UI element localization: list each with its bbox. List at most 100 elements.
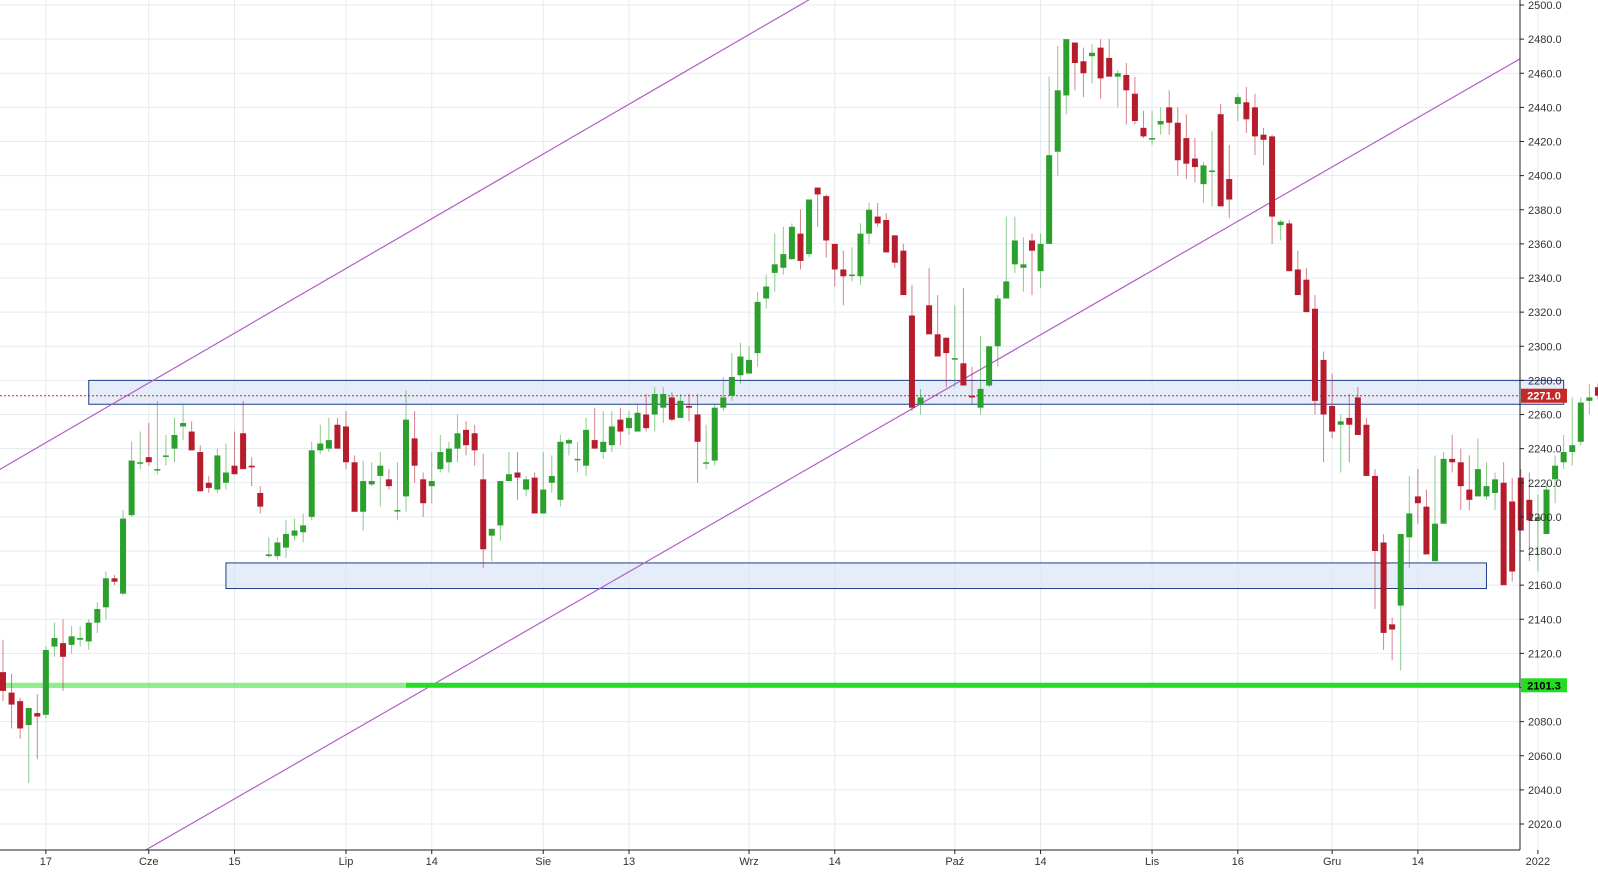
y-tick-label: 2200.0 bbox=[1528, 512, 1562, 524]
candle-body bbox=[1320, 359, 1327, 415]
trendline[interactable] bbox=[132, 24, 1581, 858]
candle-body bbox=[1569, 445, 1576, 453]
candle-up bbox=[180, 404, 187, 441]
candle-up bbox=[540, 452, 547, 514]
y-tick-label: 2040.0 bbox=[1528, 785, 1562, 797]
candle-body bbox=[1500, 482, 1507, 586]
candle-body bbox=[1166, 107, 1173, 123]
candle-body bbox=[686, 405, 692, 408]
y-tick-label: 2400.0 bbox=[1528, 171, 1562, 183]
candle-body bbox=[754, 301, 761, 354]
candle-body bbox=[848, 274, 855, 277]
candle-down bbox=[8, 673, 15, 729]
candle-body bbox=[394, 510, 401, 512]
candle-body bbox=[25, 707, 32, 726]
candle-down bbox=[1286, 219, 1293, 272]
candle-up bbox=[77, 626, 84, 647]
candle-body bbox=[291, 530, 298, 536]
candle-up bbox=[51, 622, 58, 657]
candle-body bbox=[377, 465, 384, 476]
candle-body bbox=[1534, 516, 1541, 521]
candle-down bbox=[60, 619, 67, 691]
candle-up bbox=[728, 353, 735, 401]
candle-body bbox=[214, 455, 221, 490]
candle-up bbox=[1054, 45, 1061, 176]
candle-body bbox=[420, 479, 427, 504]
candle-down bbox=[814, 187, 821, 227]
candle-down bbox=[686, 394, 692, 422]
candle-body bbox=[1011, 240, 1018, 265]
candle-body bbox=[1526, 499, 1533, 521]
candle-body bbox=[1311, 308, 1318, 401]
candle-down bbox=[231, 431, 238, 475]
candle-up bbox=[154, 400, 161, 475]
candle-up bbox=[720, 376, 727, 412]
candle-body bbox=[1191, 158, 1198, 168]
candle-down bbox=[1260, 127, 1267, 166]
candle-up bbox=[214, 448, 221, 493]
candle-body bbox=[643, 414, 650, 429]
candle-up bbox=[403, 390, 410, 512]
candle-body bbox=[857, 233, 864, 277]
candle-body bbox=[1294, 269, 1301, 296]
candle-body bbox=[1140, 127, 1147, 137]
candle-down bbox=[1251, 93, 1258, 156]
candle-down bbox=[1363, 417, 1370, 476]
candle-body bbox=[883, 219, 890, 253]
candle-body bbox=[1560, 452, 1567, 463]
candle-up bbox=[368, 462, 375, 487]
candle-up bbox=[1406, 475, 1413, 569]
candle-down bbox=[1320, 351, 1327, 463]
candle-down bbox=[188, 421, 195, 451]
candle-up bbox=[634, 404, 641, 432]
candle-body bbox=[986, 346, 993, 386]
candle-body bbox=[720, 397, 727, 408]
candle-up bbox=[608, 411, 615, 453]
candle-body bbox=[1354, 397, 1361, 435]
candle-body bbox=[1029, 240, 1035, 251]
horizontal-lines[interactable] bbox=[0, 395, 1520, 688]
candle-body bbox=[1054, 90, 1061, 152]
candle-up bbox=[763, 274, 770, 309]
candle-up bbox=[25, 707, 32, 784]
candle-up bbox=[171, 417, 178, 463]
candle-body bbox=[351, 462, 358, 512]
candle-down bbox=[1123, 63, 1130, 125]
candle-body bbox=[1543, 489, 1550, 534]
candle-down bbox=[934, 295, 941, 357]
candle-body bbox=[763, 286, 770, 299]
candle-down bbox=[463, 421, 470, 456]
candle-body bbox=[694, 414, 701, 442]
y-tick-label: 2320.0 bbox=[1528, 307, 1562, 319]
candle-up bbox=[1569, 397, 1576, 466]
candle-down bbox=[643, 394, 650, 432]
candle-body bbox=[471, 433, 478, 451]
candle-up bbox=[1046, 76, 1053, 244]
candle-up bbox=[1003, 216, 1010, 299]
candle-body bbox=[77, 638, 84, 640]
candle-up bbox=[162, 434, 169, 466]
candle-body bbox=[428, 481, 435, 487]
trendline[interactable] bbox=[0, 0, 818, 473]
trendlines[interactable] bbox=[0, 0, 1581, 858]
candle-down bbox=[1269, 134, 1276, 244]
y-tick-label: 2460.0 bbox=[1528, 68, 1562, 80]
candle-down bbox=[1217, 103, 1224, 207]
zone-rectangle[interactable] bbox=[88, 379, 1565, 405]
candle-down bbox=[351, 455, 358, 512]
candle-up bbox=[703, 424, 710, 470]
candle-body bbox=[205, 482, 212, 488]
candle-up bbox=[102, 571, 109, 620]
candle-body bbox=[1089, 52, 1096, 57]
zone-rectangle[interactable] bbox=[225, 562, 1487, 590]
candle-down bbox=[891, 235, 898, 268]
candle-body bbox=[34, 713, 41, 717]
candle-body bbox=[1432, 523, 1439, 562]
candle-body bbox=[437, 452, 444, 470]
candle-body bbox=[145, 457, 152, 463]
candle-down bbox=[385, 469, 392, 490]
candle-down bbox=[1106, 39, 1113, 77]
candle-up bbox=[68, 626, 75, 654]
candle-body bbox=[102, 578, 109, 608]
